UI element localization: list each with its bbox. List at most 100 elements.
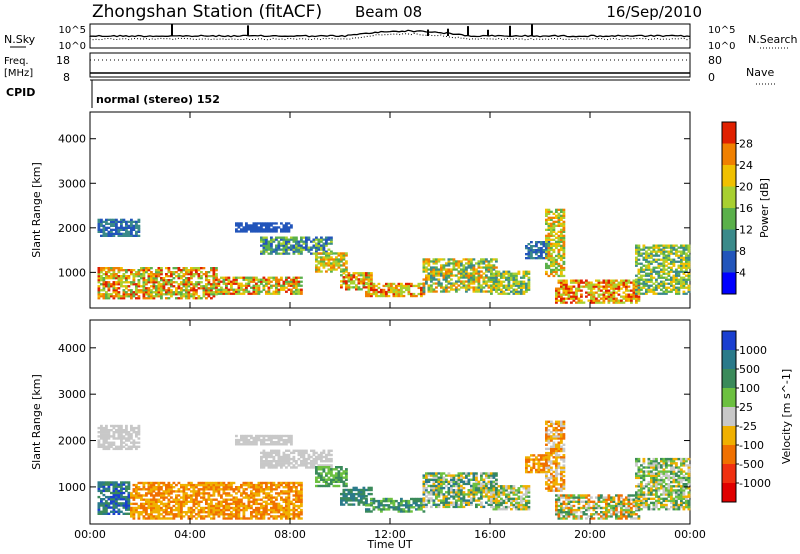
data-cell bbox=[305, 451, 308, 455]
data-cell bbox=[640, 286, 643, 289]
data-cell bbox=[342, 488, 346, 492]
data-cell bbox=[575, 301, 578, 304]
data-cell bbox=[652, 250, 656, 253]
data-cell bbox=[467, 272, 471, 275]
data-cell bbox=[592, 287, 596, 290]
data-cell bbox=[382, 294, 386, 298]
data-cell bbox=[430, 505, 433, 509]
data-cell bbox=[345, 495, 348, 498]
data-cell bbox=[245, 481, 248, 485]
data-cell bbox=[215, 488, 218, 491]
data-cell bbox=[457, 503, 461, 506]
data-cell bbox=[655, 286, 658, 289]
data-cell bbox=[152, 506, 156, 510]
data-cell bbox=[647, 262, 651, 265]
data-cell bbox=[257, 483, 261, 487]
data-cell bbox=[557, 293, 561, 296]
data-cell bbox=[607, 295, 611, 298]
data-cell bbox=[650, 254, 653, 257]
data-cell bbox=[632, 285, 636, 288]
data-cell bbox=[205, 297, 208, 300]
data-cell bbox=[650, 276, 653, 279]
data-cell bbox=[422, 282, 426, 285]
data-cell bbox=[142, 504, 146, 508]
data-cell bbox=[100, 483, 103, 486]
data-cell bbox=[165, 488, 168, 491]
data-cell bbox=[647, 280, 651, 283]
data-cell bbox=[120, 275, 123, 278]
data-cell bbox=[500, 292, 503, 295]
data-cell bbox=[447, 270, 451, 273]
data-cell bbox=[147, 293, 151, 296]
data-cell bbox=[110, 230, 113, 233]
data-cell bbox=[240, 504, 243, 508]
data-cell bbox=[622, 297, 626, 300]
data-cell bbox=[105, 510, 108, 513]
data-cell bbox=[97, 224, 101, 227]
data-cell bbox=[200, 506, 203, 510]
data-cell bbox=[242, 488, 246, 491]
data-cell bbox=[107, 435, 111, 438]
data-cell bbox=[530, 257, 533, 260]
data-cell bbox=[650, 272, 653, 275]
data-cell bbox=[322, 476, 326, 479]
data-cell bbox=[550, 268, 553, 272]
data-cell bbox=[100, 277, 103, 280]
data-cell bbox=[185, 289, 188, 292]
data-cell bbox=[457, 482, 461, 486]
data-cell bbox=[290, 441, 293, 444]
data-cell bbox=[170, 295, 173, 298]
data-cell bbox=[562, 208, 566, 211]
data-cell bbox=[417, 284, 421, 288]
data-cell bbox=[380, 290, 383, 294]
data-cell bbox=[170, 511, 173, 514]
data-cell bbox=[122, 293, 126, 296]
data-cell bbox=[522, 270, 526, 273]
data-cell bbox=[670, 260, 673, 263]
data-cell bbox=[250, 436, 253, 440]
data-cell bbox=[227, 481, 231, 485]
data-cell bbox=[590, 289, 593, 292]
data-cell bbox=[160, 496, 163, 499]
data-cell bbox=[500, 280, 503, 283]
data-cell bbox=[130, 283, 133, 286]
data-cell bbox=[340, 474, 343, 477]
data-cell bbox=[487, 280, 491, 283]
data-cell bbox=[212, 508, 216, 512]
data-cell bbox=[517, 272, 521, 275]
data-cell bbox=[605, 285, 608, 288]
data-cell bbox=[265, 280, 268, 283]
data-cell bbox=[632, 281, 636, 284]
data-cell bbox=[135, 483, 138, 487]
data-cell bbox=[120, 297, 123, 300]
data-cell bbox=[295, 496, 298, 499]
data-cell bbox=[292, 290, 296, 293]
data-cell bbox=[167, 492, 171, 495]
data-cell bbox=[442, 274, 446, 277]
data-cell bbox=[400, 282, 403, 286]
data-cell bbox=[120, 295, 123, 298]
data-cell bbox=[292, 236, 296, 239]
data-cell bbox=[217, 280, 221, 283]
data-cell bbox=[482, 266, 486, 269]
data-cell bbox=[125, 277, 128, 280]
data-cell bbox=[657, 264, 661, 267]
data-cell bbox=[607, 291, 611, 294]
data-cell bbox=[205, 500, 208, 503]
data-cell bbox=[317, 256, 321, 259]
data-cell bbox=[112, 443, 116, 446]
data-cell bbox=[407, 499, 411, 503]
data-cell bbox=[602, 297, 606, 300]
data-cell bbox=[355, 278, 358, 281]
data-cell bbox=[292, 504, 296, 508]
data-cell bbox=[455, 484, 458, 488]
data-cell bbox=[270, 496, 273, 499]
data-cell bbox=[525, 282, 528, 285]
data-cell bbox=[117, 431, 121, 434]
data-cell bbox=[267, 222, 271, 225]
data-cell bbox=[330, 258, 333, 261]
data-cell bbox=[550, 216, 553, 219]
data-cell bbox=[427, 260, 431, 263]
data-cell bbox=[432, 268, 436, 271]
data-cell bbox=[422, 474, 426, 477]
